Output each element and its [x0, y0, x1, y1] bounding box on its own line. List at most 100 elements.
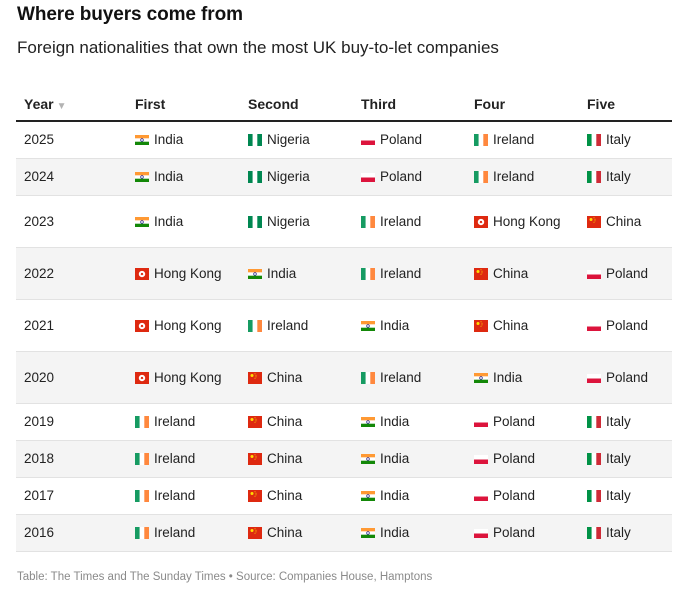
country-label: Italy	[587, 414, 666, 430]
country-label: China	[474, 318, 573, 334]
rank-cell: Hong Kong	[127, 351, 240, 404]
column-header-year[interactable]: Year ▼	[16, 88, 127, 122]
rank-cell: Nigeria	[240, 121, 353, 159]
country-name: China	[493, 317, 529, 333]
year-cell: 2024	[16, 158, 127, 196]
ireland-flag-icon	[361, 371, 375, 384]
country-name: Ireland	[380, 265, 422, 281]
country-name: China	[267, 488, 303, 503]
table-row: 2023 India Nigeria Ireland Hong Kong China	[16, 195, 672, 248]
italy-flag-icon	[587, 416, 601, 428]
table-row: 2024 India Nigeria Poland Ireland Italy	[16, 158, 672, 196]
year-cell: 2022	[16, 247, 127, 300]
china-flag-icon	[248, 453, 262, 465]
poland-flag-icon	[474, 455, 488, 464]
country-name: Italy	[606, 414, 631, 429]
table-row: 2019 Ireland China India Poland Italy	[16, 403, 672, 441]
country-name: Poland	[493, 488, 536, 503]
ireland-flag-icon	[361, 267, 375, 280]
china-flag-icon	[248, 371, 262, 384]
poland-flag-icon	[587, 373, 601, 383]
country-name: India	[380, 451, 410, 466]
country-label: China	[248, 451, 347, 467]
country-label: Poland	[474, 488, 573, 504]
poland-flag-icon	[361, 173, 375, 182]
rank-cell: India	[466, 351, 579, 404]
country-name: Italy	[606, 132, 631, 147]
country-name: India	[267, 265, 297, 281]
table-row: 2021 Hong Kong Ireland India China Poland	[16, 299, 672, 352]
country-label: Nigeria	[248, 169, 347, 185]
rank-cell: India	[127, 195, 240, 248]
italy-flag-icon	[587, 490, 601, 502]
country-name: Poland	[606, 317, 649, 333]
chart-subtitle: Foreign nationalities that own the most …	[17, 38, 499, 57]
nigeria-flag-icon	[248, 134, 262, 146]
column-header-second[interactable]: Second	[240, 88, 353, 122]
country-label: China	[587, 214, 666, 230]
country-name: China	[606, 213, 642, 229]
country-name: Nigeria	[267, 213, 310, 229]
rank-cell: Ireland	[353, 195, 466, 248]
country-name: India	[380, 317, 410, 333]
rank-cell: India	[353, 514, 466, 552]
country-name: Poland	[380, 169, 423, 184]
sort-descending-icon[interactable]: ▼	[56, 101, 67, 112]
column-header-first[interactable]: First	[127, 88, 240, 122]
nigeria-flag-icon	[248, 215, 262, 228]
india-flag-icon	[361, 417, 375, 427]
country-label: Ireland	[474, 132, 573, 148]
rank-cell: Poland	[579, 247, 672, 300]
country-name: China	[493, 265, 529, 281]
italy-flag-icon	[587, 171, 601, 183]
rank-cell: India	[127, 121, 240, 159]
country-name: China	[267, 451, 303, 466]
country-name: Ireland	[493, 169, 535, 184]
italy-flag-icon	[587, 134, 601, 146]
rank-cell: Poland	[466, 440, 579, 478]
country-label: Italy	[587, 525, 666, 541]
ireland-flag-icon	[474, 171, 488, 183]
country-label: Ireland	[248, 318, 347, 334]
rank-cell: Ireland	[127, 477, 240, 515]
table-row: 2017 Ireland China India Poland Italy	[16, 477, 672, 515]
rank-cell: India	[353, 477, 466, 515]
india-flag-icon	[361, 320, 375, 331]
table-body: 2025 India Nigeria Poland Ireland Italy 2024 In…	[16, 121, 672, 552]
country-label: Ireland	[361, 214, 460, 230]
country-label: Ireland	[135, 451, 234, 467]
rank-cell: India	[353, 299, 466, 352]
rank-cell: India	[240, 247, 353, 300]
nigeria-flag-icon	[248, 171, 262, 183]
country-label: Poland	[474, 414, 573, 430]
country-name: India	[380, 414, 410, 429]
country-name: Poland	[606, 265, 649, 281]
rank-cell: Poland	[579, 299, 672, 352]
column-header-four[interactable]: Four	[466, 88, 579, 122]
rank-cell: Poland	[466, 477, 579, 515]
rank-cell: Hong Kong	[127, 247, 240, 300]
rank-cell: Ireland	[466, 158, 579, 196]
rank-cell: India	[353, 403, 466, 441]
column-header-third[interactable]: Third	[353, 88, 466, 122]
table-row: 2025 India Nigeria Poland Ireland Italy	[16, 121, 672, 159]
country-name: Poland	[493, 414, 536, 429]
chart-title: Where buyers come from	[17, 4, 243, 25]
poland-flag-icon	[474, 529, 488, 538]
rank-cell: Italy	[579, 158, 672, 196]
country-label: China	[248, 525, 347, 541]
ireland-flag-icon	[135, 416, 149, 428]
country-label: India	[361, 488, 460, 504]
china-flag-icon	[474, 319, 488, 332]
column-header-five[interactable]: Five	[579, 88, 672, 122]
country-name: Poland	[493, 525, 536, 540]
year-cell: 2016	[16, 514, 127, 552]
rank-cell: Italy	[579, 440, 672, 478]
country-name: Ireland	[154, 525, 196, 540]
ireland-flag-icon	[248, 319, 262, 332]
rank-cell: China	[240, 477, 353, 515]
rank-cell: Nigeria	[240, 195, 353, 248]
india-flag-icon	[361, 528, 375, 538]
ireland-flag-icon	[474, 134, 488, 146]
country-label: Italy	[587, 451, 666, 467]
